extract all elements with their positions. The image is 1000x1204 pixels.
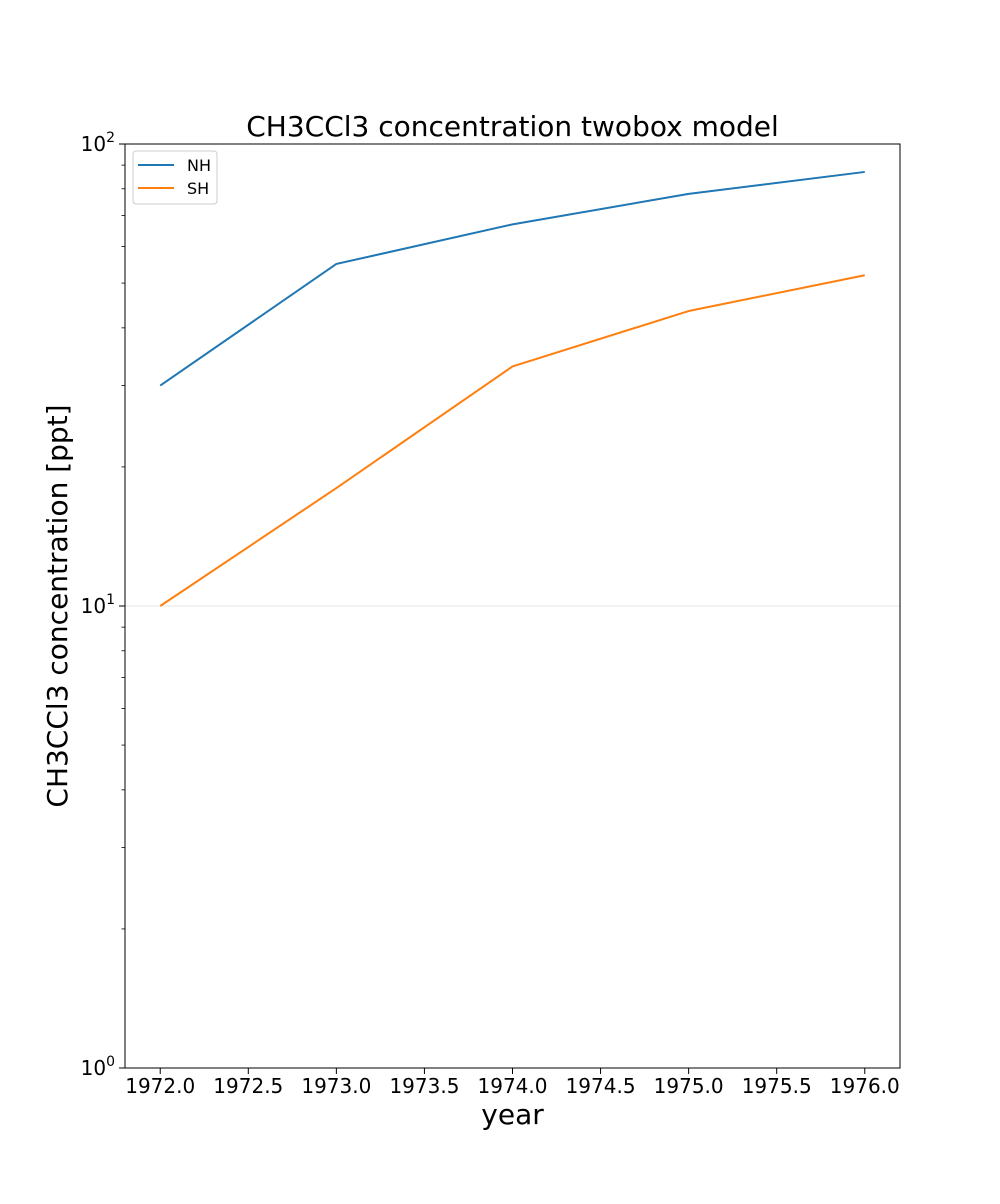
legend-label-sh: SH (187, 179, 209, 198)
y-tick-label: 100 (81, 1054, 115, 1080)
y-tick-label: 101 (81, 592, 115, 618)
chart-title: CH3CCl3 concentration twobox model (246, 110, 779, 143)
x-tick-label: 1972.0 (125, 1074, 195, 1098)
x-tick-label: 1972.5 (213, 1074, 283, 1098)
series-layer (159, 170, 865, 607)
x-tick-label: 1975.5 (742, 1074, 812, 1098)
y-tick-label: 102 (81, 130, 115, 156)
x-tick-label: 1974.0 (478, 1074, 548, 1098)
y-axis-label: CH3CCl3 concentration [ppt] (41, 404, 74, 807)
x-tick-label: 1973.5 (389, 1074, 459, 1098)
series-line-nh (159, 170, 865, 387)
x-axis: 1972.0 1972.5 1973.0 1973.5 1974.0 1974.5 1975… (125, 1068, 900, 1098)
y-tick-label-base: 10 (81, 594, 106, 618)
series-line-sh (159, 274, 865, 607)
y-tick-label-base: 10 (81, 1056, 106, 1080)
x-tick-label: 1974.5 (566, 1074, 636, 1098)
y-tick-label-exponent: 2 (106, 130, 115, 146)
y-tick-label-exponent: 1 (106, 592, 115, 608)
x-axis-label: year (481, 1098, 544, 1131)
x-tick-label: 1973.0 (301, 1074, 371, 1098)
legend: NH SH (132, 150, 218, 205)
y-tick-label-base: 10 (81, 132, 106, 156)
y-tick-label-exponent: 0 (106, 1054, 115, 1070)
x-tick-label: 1976.0 (830, 1074, 900, 1098)
x-tick-label: 1975.0 (654, 1074, 724, 1098)
legend-label-nh: NH (187, 156, 211, 175)
